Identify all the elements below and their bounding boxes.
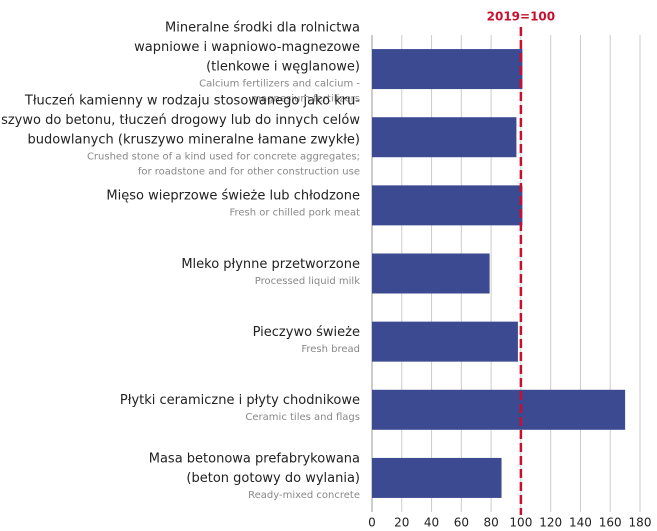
category-label: Mięso wieprzowe świeże lub chłodzone — [106, 189, 360, 204]
category-label: wapniowe i wapniowo-magnezowe — [134, 40, 360, 55]
x-tick-label: 160 — [599, 516, 622, 530]
category-label: szywo do betonu, tłuczeń drogowy lub do … — [1, 113, 360, 128]
category-label: Tłuczeń kamienny w rodzaju stosowanego j… — [24, 93, 360, 108]
category-label-en: for roadstone and for other construction… — [138, 166, 360, 177]
category-label-en: Calcium fertilizers and calcium - — [199, 79, 360, 90]
bar — [372, 49, 523, 90]
bar — [372, 117, 517, 158]
bar — [372, 457, 502, 498]
x-tick-label: 20 — [394, 516, 409, 530]
category-label-en: Fresh bread — [301, 344, 360, 355]
category-label: Płytki ceramiczne i płyty chodnikowe — [120, 393, 360, 408]
x-tick-label: 0 — [368, 516, 376, 530]
x-tick-label: 100 — [509, 516, 532, 530]
category-label-en: Crushed stone of a kind used for concret… — [87, 151, 360, 162]
x-tick-label: 40 — [424, 516, 439, 530]
category-label-en: Ceramic tiles and flags — [245, 412, 360, 423]
x-tick-label: 140 — [569, 516, 592, 530]
bar — [372, 185, 523, 226]
category-label: Masa betonowa prefabrykowana — [149, 451, 360, 466]
x-tick-label: 180 — [629, 516, 652, 530]
category-label: budowlanych (kruszywo mineralne łamane z… — [28, 132, 360, 147]
category-label-en: Ready-mixed concrete — [248, 490, 360, 501]
category-label-en: magnesium fertilizers — [251, 94, 360, 105]
category-label-en: Processed liquid milk — [255, 276, 360, 287]
category-label-en: Fresh or chilled pork meat — [229, 208, 360, 219]
category-label: (tlenkowe i węglanowe) — [206, 60, 360, 75]
bar — [372, 321, 518, 362]
reference-label: 2019=100 — [487, 10, 556, 24]
category-label: Pieczywo świeże — [253, 325, 360, 340]
x-tick-label: 80 — [483, 516, 498, 530]
x-tick-label: 120 — [539, 516, 562, 530]
category-label: (beton gotowy do wylania) — [186, 471, 360, 486]
bar — [372, 253, 490, 294]
x-tick-label: 60 — [454, 516, 469, 530]
category-label: Mineralne środki dla rolnictwa — [165, 21, 360, 36]
category-label: Mleko płynne przetworzone — [181, 257, 360, 272]
bar — [372, 389, 626, 430]
